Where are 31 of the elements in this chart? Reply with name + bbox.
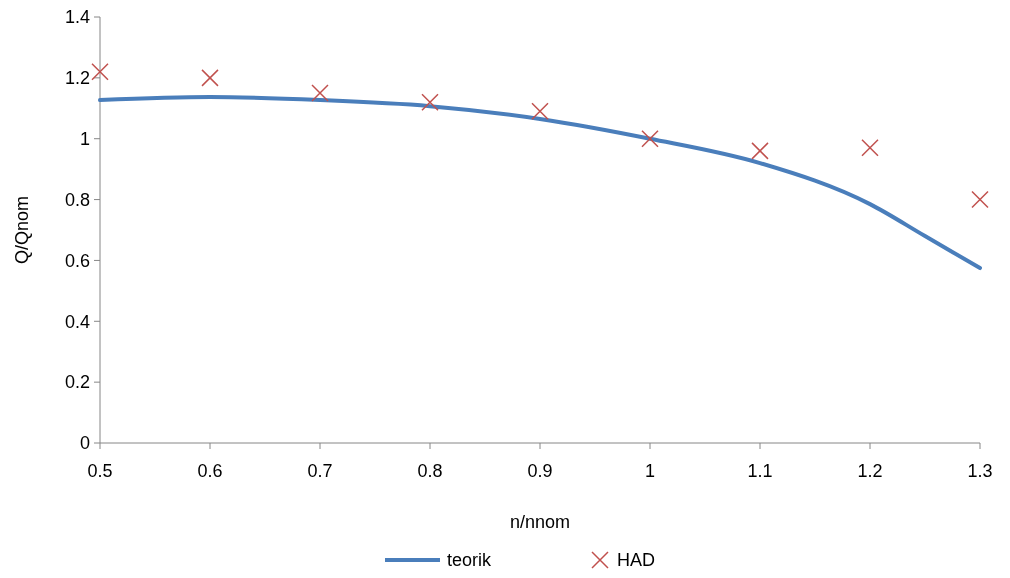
point [421, 93, 439, 111]
y-tick-label: 0.4 [64, 311, 90, 332]
x-tick-label: 1.1 [747, 461, 773, 481]
legend-label: teorik [447, 550, 493, 571]
y-tick-label: 1 [79, 129, 90, 150]
y-tick-label: 0.6 [64, 250, 90, 271]
point [751, 142, 769, 160]
point [311, 84, 329, 102]
x-axis-title: n/nnom [509, 512, 571, 532]
point [971, 190, 989, 209]
y-tick-label: 0.2 [64, 372, 90, 393]
x-tick-label: 0.9 [527, 461, 553, 481]
x-tick-label: 0.8 [417, 461, 443, 481]
x-tick-label: 1 [644, 461, 656, 481]
y-tick-label: 0.8 [64, 189, 90, 210]
legend-label: HAD [617, 550, 656, 571]
point [91, 63, 109, 81]
x-tick-label: 0.5 [87, 461, 113, 481]
x-tick-label: 0.6 [197, 461, 223, 481]
point [641, 129, 659, 148]
x-tick-label: 1.3 [967, 461, 993, 481]
y-tick-label: 1.4 [64, 7, 90, 28]
point [201, 69, 219, 87]
line-series [98, 95, 982, 271]
x-tick-label: 0.7 [307, 461, 333, 481]
x-tick-label: 1.2 [857, 461, 883, 481]
y-axis-title: Q/Qnom [12, 195, 32, 265]
point [861, 139, 879, 157]
point [531, 102, 549, 121]
y-tick-label: 1.2 [64, 68, 90, 89]
y-tick-label: 0 [79, 433, 90, 454]
